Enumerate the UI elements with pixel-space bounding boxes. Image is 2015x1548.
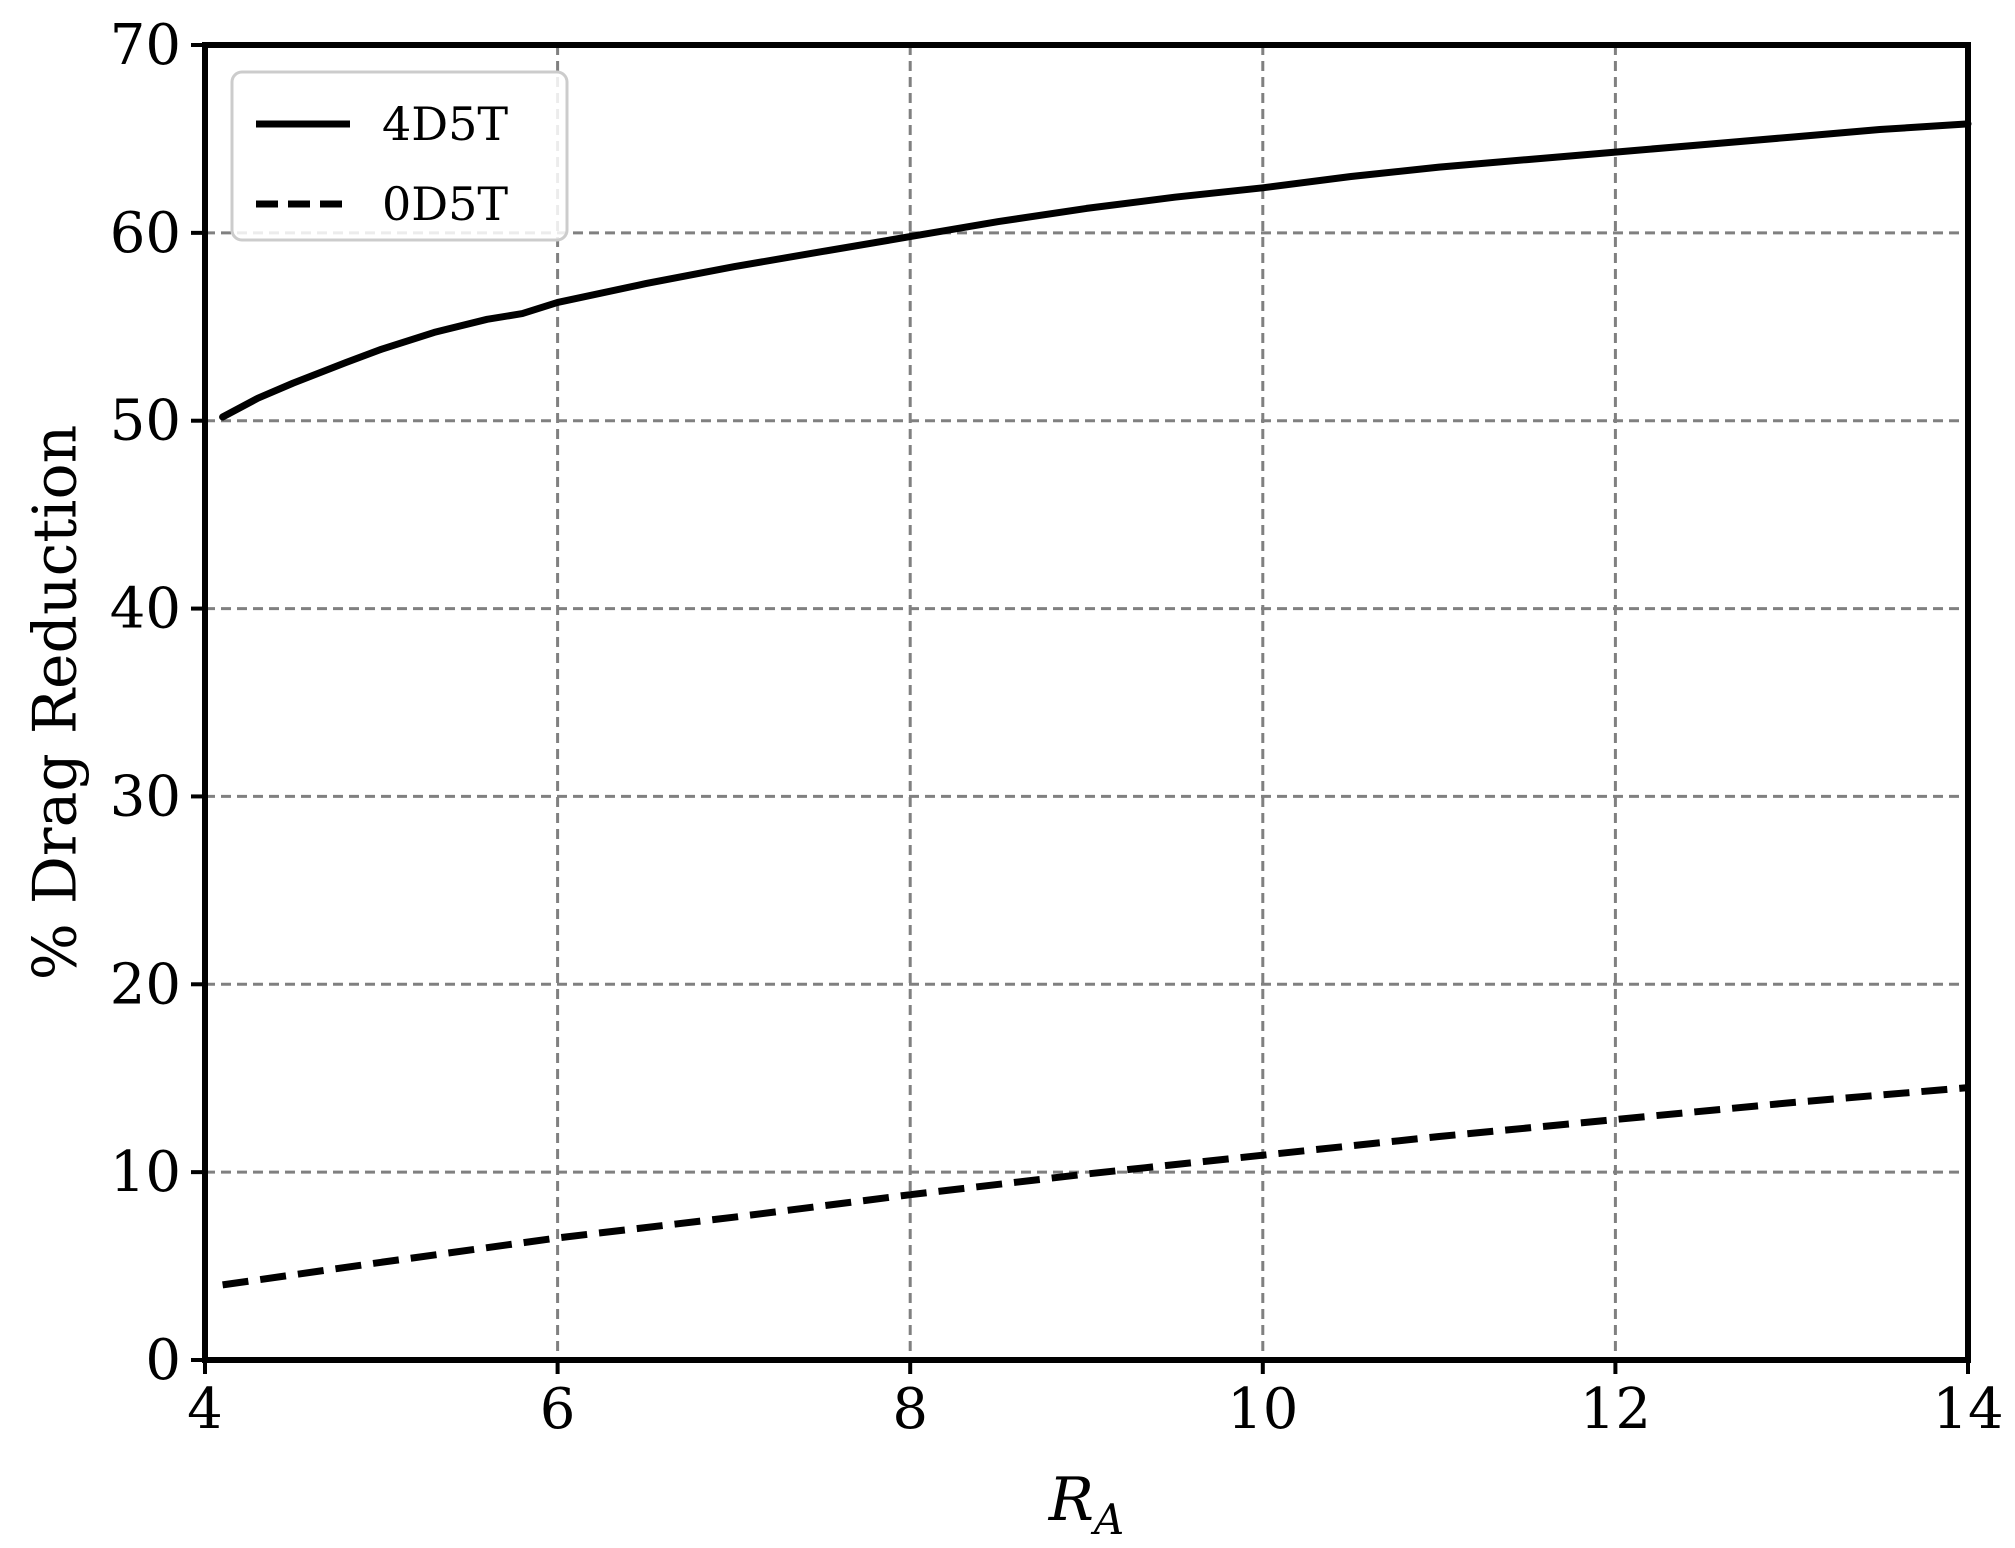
x-axis-label-main: R (1048, 1465, 1094, 1535)
legend-box (230, 70, 569, 242)
series-lines (219, 120, 1972, 1289)
y-axis-label: % Drag Reduction (21, 425, 91, 981)
x-tick-label: 6 (540, 1377, 576, 1442)
tick-labels: 4 6 8 10 12 14 0 10 20 30 40 50 60 70 (110, 13, 2004, 1442)
plot-frame (202, 42, 1971, 1363)
x-axis-label-subscript: A (1090, 1495, 1124, 1544)
x-axis-label: RA (1048, 1465, 1125, 1544)
series-line-4d5t (219, 120, 1972, 421)
legend: 4D5T 0D5T (230, 70, 569, 242)
series-line-0d5t (222, 1084, 1969, 1289)
x-tick-label: 14 (1932, 1377, 2003, 1442)
y-tick-label: 70 (110, 13, 181, 78)
y-tick-label: 20 (110, 952, 181, 1017)
x-tick-label: 4 (187, 1377, 223, 1442)
y-tick-label: 50 (110, 389, 181, 454)
y-tick-label: 0 (145, 1328, 181, 1393)
y-tick-label: 60 (110, 201, 181, 266)
y-tick-label: 40 (110, 577, 181, 642)
x-tick-label: 8 (892, 1377, 928, 1442)
legend-label-4d5t: 4D5T (382, 97, 508, 151)
legend-label-0d5t: 0D5T (382, 177, 508, 231)
y-tick-label: 30 (110, 764, 181, 829)
x-tick-label: 12 (1580, 1377, 1651, 1442)
grid (205, 45, 1968, 1360)
y-tick-label: 10 (110, 1140, 181, 1205)
x-tick-label: 10 (1227, 1377, 1298, 1442)
